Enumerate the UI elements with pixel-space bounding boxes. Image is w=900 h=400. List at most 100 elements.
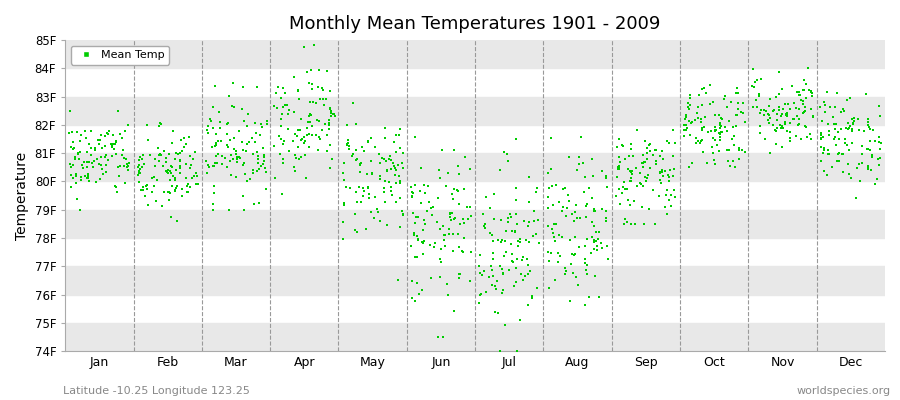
Point [595,168,609,174]
Point [105,144,120,150]
Point [323,106,338,113]
Point [588,273,602,280]
Point [287,164,302,171]
Point [790,113,805,120]
Point [324,107,338,114]
Point [101,156,115,163]
Point [212,109,227,115]
Point [214,138,229,144]
Point [861,145,876,152]
Point [707,128,722,134]
Point [160,167,175,174]
Point [304,81,319,87]
Point [629,127,643,134]
Point [689,109,704,116]
Point [275,156,290,162]
Point [769,140,783,147]
Point [92,140,106,147]
Point [209,142,223,148]
Point [682,118,697,124]
Point [454,220,468,227]
Point [518,237,533,244]
Point [105,142,120,149]
Point [770,94,784,100]
Point [168,156,183,162]
Point [798,104,813,110]
Point [270,104,284,111]
Point [680,126,694,133]
Point [833,126,848,133]
Point [70,196,85,202]
Point [695,102,709,108]
Point [140,202,155,208]
Point [64,164,78,171]
Point [815,149,830,156]
Point [207,190,221,196]
Y-axis label: Temperature: Temperature [15,152,29,240]
Point [736,100,751,106]
Point [415,251,429,257]
Point [222,92,237,99]
Point [569,274,583,280]
Point [407,230,421,236]
Point [255,124,269,130]
Point [84,145,98,151]
Point [352,169,366,175]
Point [852,127,867,133]
Point [735,110,750,117]
Point [443,210,457,216]
Point [578,243,592,249]
Point [570,215,584,222]
Point [418,221,433,228]
Point [320,68,335,74]
Point [166,140,180,147]
Point [837,136,851,142]
Point [625,170,639,177]
Point [869,176,884,182]
Point [753,76,768,82]
Point [779,111,794,117]
Point [202,116,217,123]
Point [395,212,410,218]
Point [201,162,215,168]
Point [297,44,311,50]
Point [410,214,425,220]
Point [691,115,706,122]
Point [66,146,80,153]
Point [389,149,403,156]
Point [421,183,436,190]
Point [272,132,286,139]
Point [873,146,887,152]
Point [558,185,572,191]
Point [558,264,572,271]
Point [464,249,478,255]
Point [507,282,521,289]
Point [559,268,573,274]
Point [253,132,267,138]
Point [118,180,132,186]
Point [290,132,304,139]
Point [312,66,327,73]
Point [587,236,601,243]
Point [346,151,360,158]
Point [821,120,835,127]
Point [497,149,511,156]
Point [287,131,302,137]
Point [860,122,875,129]
Point [544,166,558,172]
Point [116,163,130,169]
Title: Monthly Mean Temperatures 1901 - 2009: Monthly Mean Temperatures 1901 - 2009 [290,15,661,33]
Point [752,110,767,116]
Point [609,193,624,200]
Point [112,130,127,137]
Point [496,269,510,276]
Point [652,177,667,183]
Point [223,158,238,165]
Point [120,164,134,170]
Point [857,128,871,134]
Point [445,191,459,198]
Point [463,165,477,172]
Point [207,142,221,149]
Point [491,278,505,285]
Point [721,158,735,164]
